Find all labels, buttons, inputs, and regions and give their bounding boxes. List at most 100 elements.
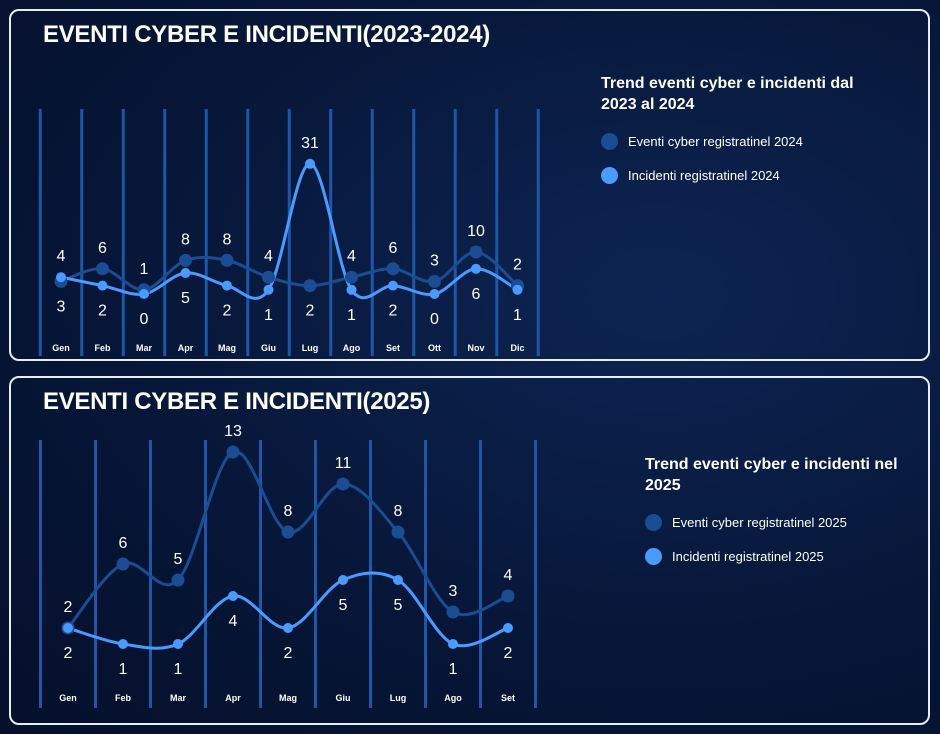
data-label-incidents: 4: [57, 248, 66, 265]
point-events: [501, 589, 515, 603]
legend-item-incidents: Incidenti registratinel 2024: [601, 165, 861, 185]
point-incidents: [471, 263, 481, 274]
point-incidents: [305, 158, 315, 169]
data-label-events: 11: [335, 455, 352, 472]
tick-label: Feb: [94, 343, 111, 353]
point-events: [179, 253, 192, 267]
point-events: [281, 525, 295, 539]
data-label-incidents: 5: [394, 597, 403, 614]
data-label-events: 1: [140, 261, 149, 278]
data-label-events: 4: [504, 567, 513, 584]
tick-label: Ago: [444, 693, 462, 703]
point-incidents: [393, 575, 403, 585]
point-events: [220, 253, 234, 267]
data-label-incidents: 0: [430, 311, 439, 328]
tick-label: Dic: [510, 343, 524, 353]
legend-swatch-events: [645, 513, 662, 531]
data-label-events: 13: [224, 423, 242, 440]
tick-label: Giu: [261, 343, 276, 353]
data-label-incidents: 2: [98, 303, 107, 320]
tick-label: Set: [386, 343, 400, 353]
tick-label: Ago: [343, 343, 361, 353]
point-incidents: [97, 280, 108, 291]
line-chart-2025: 2 2 6 1 5 1 13 4 8 2 11 5 8 5 3 1 4 2 Gen Feb Mar Apr Mag Giu Lu…: [39, 423, 537, 708]
point-incidents: [503, 623, 513, 633]
tick-label: Nov: [467, 343, 484, 353]
point-incidents: [139, 289, 149, 299]
tick-label: Feb: [115, 693, 132, 703]
legend-label-incidents: Incidenti registratinel 2025: [672, 548, 824, 564]
point-incidents: [338, 575, 348, 585]
point-incidents: [512, 284, 523, 295]
tick-label: Mar: [170, 693, 187, 703]
data-label-incidents: 1: [264, 307, 273, 324]
tick-label: Mag: [218, 343, 236, 353]
data-label-incidents: 2: [389, 303, 398, 320]
point-events: [171, 573, 185, 587]
data-label-incidents: 2: [223, 303, 232, 320]
chart-title: EVENTI CYBER E INCIDENTI(2023-2024): [43, 21, 490, 48]
point-events: [391, 525, 405, 539]
data-label-incidents: 2: [504, 645, 513, 662]
legend-swatch-incidents: [601, 166, 618, 184]
point-events: [469, 245, 483, 259]
data-label-events: 6: [389, 240, 398, 257]
point-incidents: [346, 284, 357, 295]
point-events: [226, 445, 240, 459]
tick-label: Apr: [225, 693, 241, 703]
tick-label: Gen: [59, 693, 77, 703]
data-label-events: 2: [513, 257, 522, 274]
legend: Trend eventi cyber e incidenti dal 2023 …: [601, 73, 861, 199]
point-incidents: [388, 280, 398, 291]
point-incidents: [173, 639, 183, 649]
legend-swatch-incidents: [645, 547, 662, 565]
point-events: [428, 274, 441, 288]
point-incidents: [63, 623, 73, 633]
point-events: [345, 270, 358, 284]
point-events: [386, 262, 400, 276]
tick-label: Lug: [390, 693, 407, 703]
tick-label: Mag: [279, 693, 297, 703]
point-events: [262, 270, 275, 284]
data-label-events: 2: [306, 303, 315, 320]
point-events: [116, 557, 130, 571]
legend-swatch-events: [601, 132, 618, 150]
data-label-events: 4: [347, 248, 356, 265]
legend-item-events: Eventi cyber registratinel 2024: [601, 131, 861, 151]
data-label-incidents: 5: [339, 597, 348, 614]
tick-label: Giu: [336, 693, 351, 703]
data-label-events: 6: [119, 535, 128, 552]
data-label-incidents: 1: [119, 661, 128, 678]
tick-label: Lug: [302, 343, 319, 353]
legend-label-events: Eventi cyber registratinel 2024: [628, 133, 803, 149]
point-incidents: [263, 284, 274, 295]
data-label-incidents: 1: [513, 307, 522, 324]
point-incidents: [222, 280, 232, 291]
data-label-events: 8: [181, 231, 190, 248]
point-events: [446, 605, 460, 619]
data-label-incidents: 31: [301, 135, 319, 152]
data-label-incidents: 4: [229, 613, 238, 630]
data-label-events: 3: [57, 298, 66, 315]
data-label-events: 8: [223, 231, 232, 248]
point-incidents: [228, 591, 238, 601]
tick-label: Set: [501, 693, 515, 703]
legend-item-incidents: Incidenti registratinel 2025: [645, 546, 905, 566]
data-label-incidents: 6: [472, 286, 481, 303]
point-events: [303, 279, 317, 293]
data-label-events: 6: [98, 240, 107, 257]
tick-label: Ott: [428, 343, 441, 353]
data-label-events: 3: [430, 252, 439, 269]
series-line-incidents: [67, 571, 509, 650]
data-label-events: 8: [394, 503, 403, 520]
data-label-incidents: 1: [174, 661, 183, 678]
data-label-incidents: 1: [449, 661, 458, 678]
data-label-events: 10: [467, 223, 485, 240]
chart-panel-2025: EVENTI CYBER E INCIDENTI(2025) 2 2 6 1 5 1 13 4…: [9, 376, 930, 725]
tick-label: Mar: [136, 343, 153, 353]
point-incidents: [180, 268, 191, 278]
point-incidents: [118, 639, 128, 649]
legend-title: Trend eventi cyber e incidenti dal 2023 …: [601, 75, 854, 113]
point-incidents: [429, 289, 440, 299]
